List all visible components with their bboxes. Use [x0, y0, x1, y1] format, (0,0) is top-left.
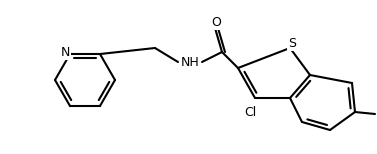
- Text: NH: NH: [181, 55, 199, 69]
- Text: S: S: [288, 36, 296, 49]
- Text: Cl: Cl: [244, 105, 256, 118]
- Text: N: N: [60, 46, 70, 59]
- Text: O: O: [211, 16, 221, 28]
